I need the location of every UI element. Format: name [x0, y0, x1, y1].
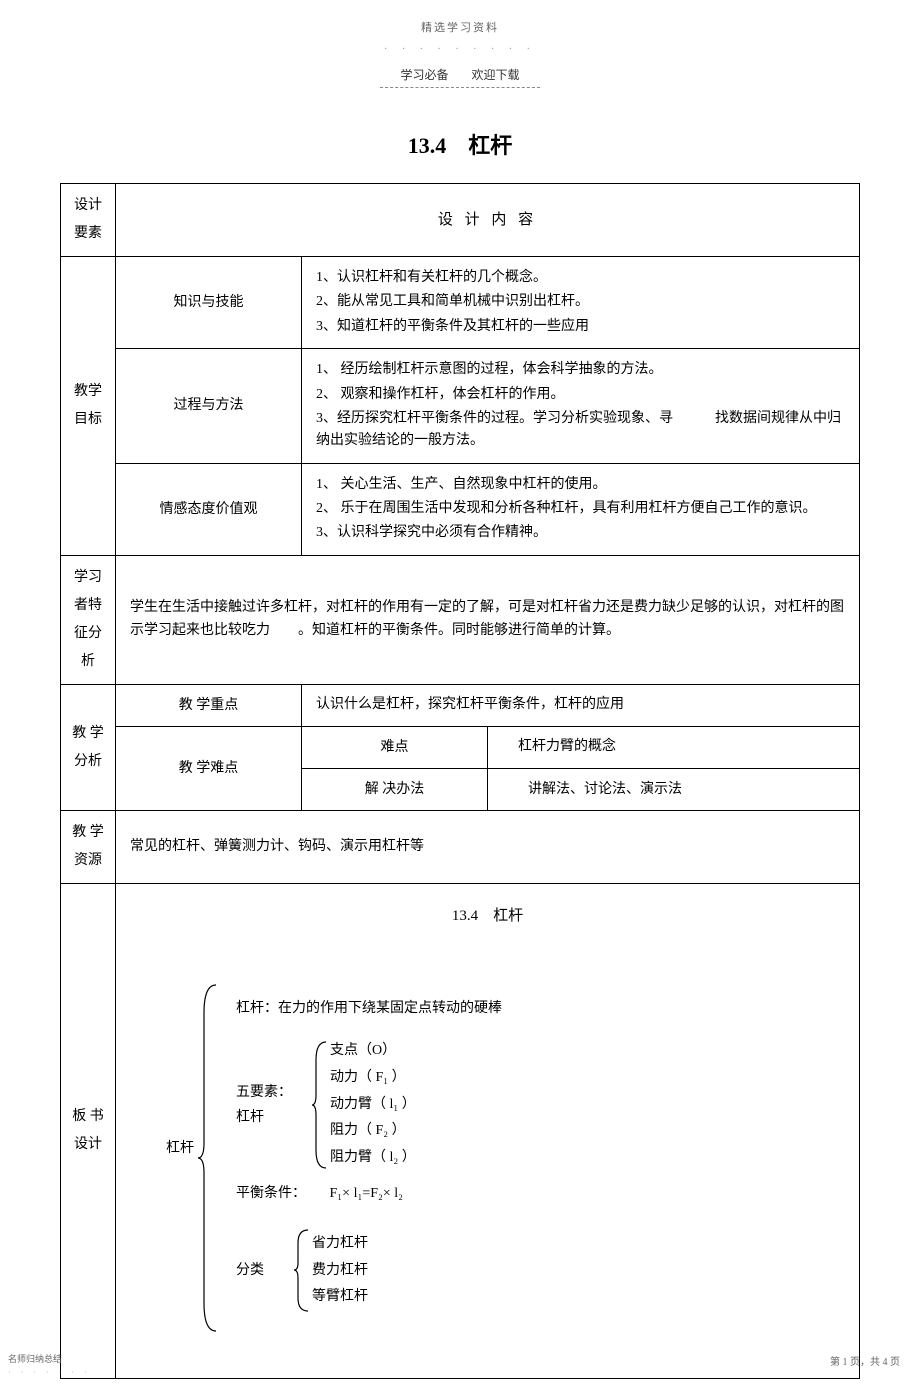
header-sub: 学习必备 欢迎下载 [60, 66, 860, 85]
solution-sub: 解 决办法 [302, 769, 488, 811]
process-item-2: 2、 观察和操作杠杆，体会杠杆的作用。 [316, 384, 845, 406]
lesson-plan-table: 设计要素 设 计 内 容 教学目标 知识与技能 1、认识杠杆和有关杠杆的几个概念… [60, 183, 860, 1379]
category-branch: 分类 省力杠杆 费力杠杆 等臂杠杆 [236, 1228, 368, 1313]
emotion-items: 1、 关心生活、生产、自然现象中杠杆的使用。 2、 乐于在周围生活中发现和分析各… [302, 463, 860, 555]
balance-label: 平衡条件： [236, 1186, 306, 1201]
footer-left-text: 名师归纳总结 [8, 1352, 91, 1366]
main-brace-icon [196, 983, 224, 1333]
five-item-4: 阻力（ F₂ ） [330, 1118, 416, 1145]
process-item-1: 1、 经历绘制杠杆示意图的过程，体会科学抽象的方法。 [316, 359, 845, 381]
solution-content: 讲解法、讨论法、演示法 [488, 769, 860, 811]
emotion-item-1: 1、 关心生活、生产、自然现象中杠杆的使用。 [316, 474, 845, 496]
emotion-label: 情感态度价值观 [116, 463, 302, 555]
five-elements-branch: 五要素： 杠杆 支点（O） 动力（ F₁ ） 动力臂（ l₁ ） 阻力（ F₂ … [236, 1038, 416, 1171]
definition-branch: 杠杆：在力的作用下绕某固定点转动的硬棒 [236, 998, 502, 1020]
five-item-2: 动力（ F₁ ） [330, 1065, 416, 1092]
emotion-item-3: 3、认识科学探究中必须有合作精神。 [316, 522, 845, 544]
knowledge-items: 1、认识杠杆和有关杠杆的几个概念。 2、能从常见工具和简单机械中识别出杠杆。 3… [302, 256, 860, 348]
objectives-label: 教学目标 [61, 256, 116, 555]
board-section-title: 13.4 杠杆 [146, 904, 829, 928]
knowledge-item-1: 1、认识杠杆和有关杠杆的几个概念。 [316, 267, 845, 289]
design-content-header: 设 计 内 容 [116, 183, 860, 256]
analysis-label: 教 学分析 [61, 684, 116, 811]
category-item-2: 费力杠杆 [312, 1258, 368, 1285]
board-design-cell: 13.4 杠杆 杠杆 杠杆：在力的作用下绕某固定点转动的硬棒 五要素： 杠杆 [116, 884, 860, 1379]
category-item-1: 省力杠杆 [312, 1231, 368, 1258]
five-label-2: 杠杆 [236, 1105, 292, 1130]
five-item-3: 动力臂（ l₁ ） [330, 1092, 416, 1119]
five-item-5: 阻力臂（ l₂ ） [330, 1145, 416, 1172]
emotion-item-2: 2、 乐于在周围生活中发现和分析各种杠杆，具有利用杠杆方便自己工作的意识。 [316, 498, 845, 520]
footer-left: 名师归纳总结 · · · · · · · [8, 1352, 91, 1379]
header-sub-right: 欢迎下载 [472, 68, 520, 82]
knowledge-item-3: 3、知道杠杆的平衡条件及其杠杆的一些应用 [316, 316, 845, 338]
footer-page-number: 第 1 页，共 4 页 [830, 1355, 900, 1371]
balance-formula: F₁× l₁=F₂× l₂ [330, 1186, 404, 1201]
board-label: 板 书设计 [61, 884, 116, 1379]
tree-root: 杠杆 [166, 1138, 194, 1160]
difficulty-label: 教 学难点 [116, 727, 302, 811]
five-elements-label: 五要素： 杠杆 [236, 1080, 292, 1130]
resources-content: 常见的杠杆、弹簧测力计、钩码、演示用杠杆等 [116, 811, 860, 884]
learner-content: 学生在生活中接触过许多杠杆，对杠杆的作用有一定的了解，可是对杠杆省力还是费力缺少… [116, 555, 860, 684]
page-title: 13.4 杠杆 [60, 128, 860, 163]
balance-branch: 平衡条件： F₁× l₁=F₂× l₂ [236, 1183, 403, 1205]
five-label-1: 五要素： [236, 1080, 292, 1105]
process-label: 过程与方法 [116, 349, 302, 464]
learner-label: 学习者特征分析 [61, 555, 116, 684]
category-label: 分类 [236, 1260, 264, 1282]
difficulty-content: 杠杆力臂的概念 [488, 727, 860, 769]
design-element-label: 设计要素 [61, 183, 116, 256]
difficulty-sub: 难点 [302, 727, 488, 769]
keypoint-content: 认识什么是杠杆，探究杠杆平衡条件，杠杆的应用 [302, 684, 860, 726]
header-top-text: 精选学习资料 [60, 20, 860, 38]
header-sub-left: 学习必备 [400, 68, 448, 82]
knowledge-label: 知识与技能 [116, 256, 302, 348]
resources-label: 教 学资源 [61, 811, 116, 884]
header-dots: · · · · · · · · · [60, 42, 860, 58]
category-brace-icon [292, 1228, 312, 1313]
tree-diagram: 杠杆 杠杆：在力的作用下绕某固定点转动的硬棒 五要素： 杠杆 支点（O） 动力（… [146, 968, 829, 1348]
footer-left-dots: · · · · · · · [8, 1367, 91, 1380]
five-brace-icon [310, 1040, 330, 1170]
knowledge-item-2: 2、能从常见工具和简单机械中识别出杠杆。 [316, 291, 845, 313]
process-item-3: 3、经历探究杠杆平衡条件的过程。学习分析实验现象、寻 找数据间规律从中归纳出实验… [316, 408, 845, 453]
keypoint-label: 教 学重点 [116, 684, 302, 726]
process-items: 1、 经历绘制杠杆示意图的过程，体会科学抽象的方法。 2、 观察和操作杠杆，体会… [302, 349, 860, 464]
category-items: 省力杠杆 费力杠杆 等臂杠杆 [312, 1231, 368, 1311]
category-item-3: 等臂杠杆 [312, 1284, 368, 1311]
five-elements-items: 支点（O） 动力（ F₁ ） 动力臂（ l₁ ） 阻力（ F₂ ） 阻力臂（ l… [330, 1038, 416, 1171]
five-item-1: 支点（O） [330, 1038, 416, 1065]
dashed-separator [380, 87, 540, 88]
